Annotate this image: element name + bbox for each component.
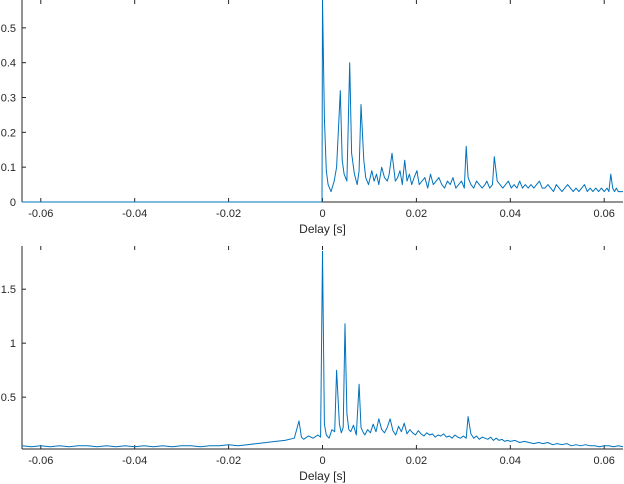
plot2-x-tick-label: -0.04 — [122, 455, 147, 467]
plot2-y-tick-label: 0.5 — [1, 392, 16, 404]
plot2-x-tick-label: 0 — [319, 455, 325, 467]
plot1-y-tick-label: 0.5 — [1, 23, 16, 35]
plot1-y-tick-label: 0.1 — [1, 162, 16, 174]
plot2-x-tick-label: 0.02 — [406, 455, 427, 467]
plot1-series-line — [22, 0, 623, 203]
plot2-x-tick-label: 0.04 — [500, 455, 521, 467]
plot1-x-tick-label: 0.02 — [406, 208, 427, 220]
plot1-x-tick-label: -0.04 — [122, 208, 147, 220]
plot1-y-tick-label: 0.3 — [1, 93, 16, 105]
plot1-x-axis-title: Delay [s] — [299, 222, 346, 236]
plot1-y-tick-label: 0 — [10, 197, 16, 209]
plot1-y-tick-label: 0.2 — [1, 127, 16, 139]
plot2-x-tick-label: 0.06 — [594, 455, 615, 467]
plot1-y-tick-label: 0.4 — [1, 58, 16, 70]
plot2-y-tick-label: 1 — [10, 338, 16, 350]
plot2-x-tick-label: -0.06 — [28, 455, 53, 467]
plot1-x-tick-label: 0.04 — [500, 208, 521, 220]
plot1-x-tick-label: -0.06 — [28, 208, 53, 220]
plot1-x-tick-label: -0.02 — [216, 208, 241, 220]
plot1-x-tick-label: 0.06 — [594, 208, 615, 220]
plot1-x-tick-label: 0 — [319, 208, 325, 220]
plot2-x-axis-title: Delay [s] — [299, 469, 346, 483]
plot2-series-line — [21, 250, 624, 448]
plot2-x-tick-label: -0.02 — [216, 455, 241, 467]
plot2-y-tick-label: 1.5 — [1, 284, 16, 296]
